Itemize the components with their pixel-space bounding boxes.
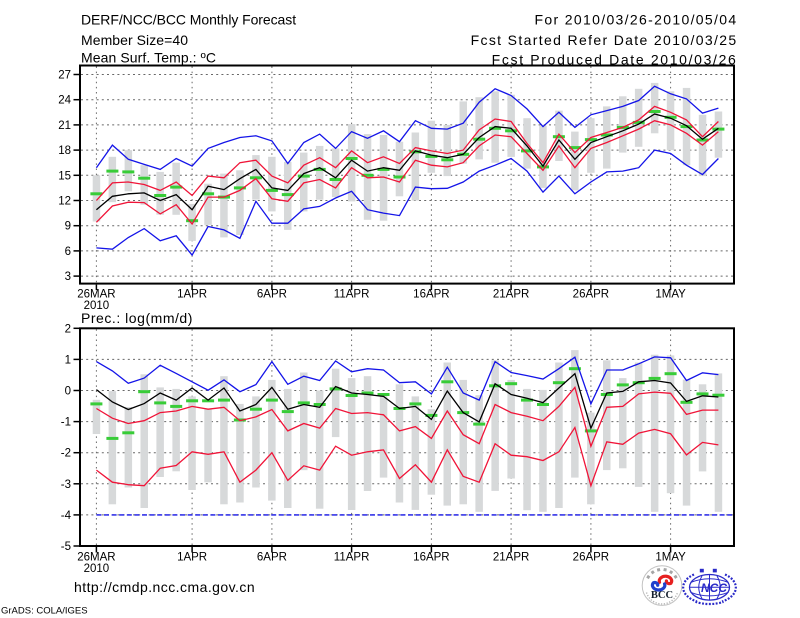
svg-text:http://cmdp.ncc.cma.gov.cn: http://cmdp.ncc.cma.gov.cn xyxy=(74,579,255,595)
svg-text:9: 9 xyxy=(65,221,71,233)
svg-text:3: 3 xyxy=(65,271,71,283)
svg-text:11APR: 11APR xyxy=(334,552,370,564)
svg-text:-3: -3 xyxy=(61,479,71,491)
svg-text:Fcst Produced Date 2010/03/26: Fcst Produced Date 2010/03/26 xyxy=(492,52,738,68)
svg-text:Fcst Started Refer Date 2010/0: Fcst Started Refer Date 2010/03/25 xyxy=(471,32,738,48)
svg-text:Prec.: log(mm/d): Prec.: log(mm/d) xyxy=(81,310,193,326)
svg-text:DERF/NCC/BCC Monthly Forecast: DERF/NCC/BCC Monthly Forecast xyxy=(81,11,296,27)
svg-text:1APR: 1APR xyxy=(177,289,207,301)
svg-text:16APR: 16APR xyxy=(413,552,449,564)
svg-text:6APR: 6APR xyxy=(257,552,287,564)
svg-text:2010: 2010 xyxy=(84,563,110,575)
svg-text:18: 18 xyxy=(58,145,71,157)
svg-text:16APR: 16APR xyxy=(413,289,449,301)
svg-text:Member Size=40: Member Size=40 xyxy=(81,32,188,48)
svg-text:26MAR: 26MAR xyxy=(77,289,115,301)
svg-text:27: 27 xyxy=(58,70,71,82)
svg-text:2010: 2010 xyxy=(84,300,110,312)
svg-text:1MAY: 1MAY xyxy=(655,552,686,564)
svg-text:Mean Surf. Temp.: ºC: Mean Surf. Temp.: ºC xyxy=(81,49,216,65)
svg-text:BCC: BCC xyxy=(651,590,673,601)
svg-text:-5: -5 xyxy=(61,541,71,553)
svg-text:6: 6 xyxy=(65,246,71,258)
svg-text:NCC: NCC xyxy=(701,581,727,595)
svg-text:26APR: 26APR xyxy=(573,289,609,301)
svg-text:-2: -2 xyxy=(61,448,71,460)
svg-text:21: 21 xyxy=(58,120,71,132)
svg-text:-4: -4 xyxy=(61,510,72,522)
svg-text:1MAY: 1MAY xyxy=(655,289,686,301)
svg-text:-1: -1 xyxy=(61,417,71,429)
svg-text:2: 2 xyxy=(65,323,71,335)
svg-text:26MAR: 26MAR xyxy=(77,552,115,564)
svg-text:12: 12 xyxy=(58,196,71,208)
svg-text:GrADS: COLA/IGES: GrADS: COLA/IGES xyxy=(1,606,88,617)
svg-text:For 2010/03/26-2010/05/04: For 2010/03/26-2010/05/04 xyxy=(535,11,738,27)
svg-text:15: 15 xyxy=(58,170,71,182)
svg-text:24: 24 xyxy=(58,95,71,107)
svg-text:21APR: 21APR xyxy=(493,289,529,301)
svg-text:1APR: 1APR xyxy=(177,552,207,564)
svg-text:6APR: 6APR xyxy=(257,289,287,301)
svg-text:11APR: 11APR xyxy=(334,289,370,301)
svg-text:1: 1 xyxy=(65,354,71,366)
svg-text:0: 0 xyxy=(65,386,71,398)
svg-text:26APR: 26APR xyxy=(573,552,609,564)
svg-text:21APR: 21APR xyxy=(493,552,529,564)
